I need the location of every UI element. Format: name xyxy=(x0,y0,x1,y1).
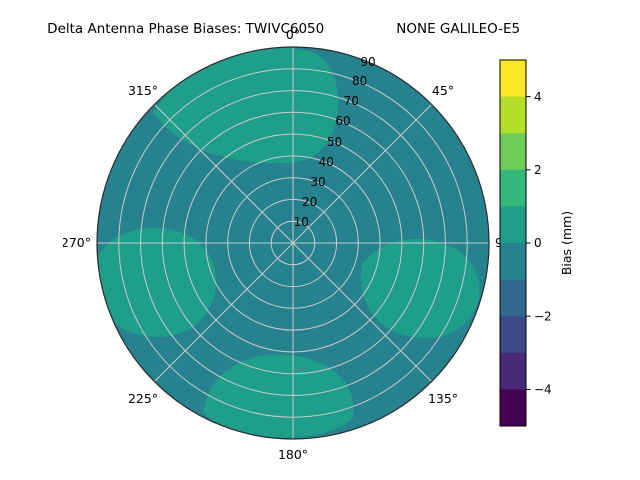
colorbar-tick-label: −2 xyxy=(534,309,552,323)
grid-spoke xyxy=(154,242,294,382)
angular-tick-label-135: 135° xyxy=(428,391,458,406)
bias-patch-west xyxy=(97,227,217,338)
colorbar-tick-label: 0 xyxy=(534,236,542,250)
colorbar-band xyxy=(500,316,526,354)
angular-tick-labels: 0° 45° 90 135° 180° 225° 270° 315° xyxy=(63,27,511,462)
radial-tick-labels: 10 20 30 40 50 60 70 80 90 xyxy=(294,55,376,229)
radial-tick-label: 30 xyxy=(310,175,325,189)
colorbar: 4 2 0 −2 −4 Bias (mm) xyxy=(499,59,574,427)
colorbar-band xyxy=(500,169,526,207)
grid-spoke xyxy=(154,104,294,244)
colorbar-band xyxy=(500,206,526,244)
radial-tick-label: 10 xyxy=(294,215,309,229)
colorbar-bands xyxy=(500,60,526,426)
figure-title-station: Delta Antenna Phase Biases: TWIVC6050 xyxy=(47,21,325,37)
colorbar-band xyxy=(500,243,526,281)
polar-bias-plot: 10 20 30 40 50 60 70 80 90 0° 45° 90 135… xyxy=(63,27,511,462)
radial-tick-label: 40 xyxy=(319,155,334,169)
radial-tick-label: 60 xyxy=(335,114,350,128)
radial-tick-label: 90 xyxy=(360,55,375,69)
colorbar-band xyxy=(500,96,526,134)
colorbar-tick-label: −4 xyxy=(534,383,552,397)
grid-spoke xyxy=(292,104,432,244)
figure-title: Delta Antenna Phase Biases: TWIVC6050 NON… xyxy=(30,5,520,53)
angular-tick-label-180: 180° xyxy=(278,447,308,462)
angular-gridlines xyxy=(97,47,489,439)
angular-tick-label-0: 0° xyxy=(286,27,300,42)
colorbar-axis-label: Bias (mm) xyxy=(559,211,574,275)
colorbar-band xyxy=(500,279,526,317)
angular-tick-label-270: 270° xyxy=(63,235,91,250)
colorbar-band xyxy=(500,352,526,390)
radial-tick-label: 20 xyxy=(302,195,317,209)
colorbar-ticks xyxy=(526,96,531,390)
figure-title-signal: NONE GALILEO-E5 xyxy=(396,21,521,37)
angular-tick-label-315: 315° xyxy=(128,83,158,98)
bias-patch-south xyxy=(203,354,354,438)
polar-rim xyxy=(96,46,490,440)
bias-patch-east xyxy=(360,238,480,339)
colorbar-band xyxy=(500,389,526,426)
colorbar-tick-label: 2 xyxy=(534,163,542,177)
angular-tick-label-225: 225° xyxy=(128,391,158,406)
colorbar-tick-label: 4 xyxy=(534,90,542,104)
grid-spoke xyxy=(292,242,432,382)
colorbar-tick-labels: 4 2 0 −2 −4 xyxy=(534,90,552,397)
radial-tick-label: 80 xyxy=(352,74,367,88)
radial-tick-label: 70 xyxy=(344,94,359,108)
colorbar-band xyxy=(500,60,526,98)
colorbar-band xyxy=(500,133,526,171)
angular-tick-label-45: 45° xyxy=(432,83,454,98)
radial-tick-label: 50 xyxy=(327,135,342,149)
